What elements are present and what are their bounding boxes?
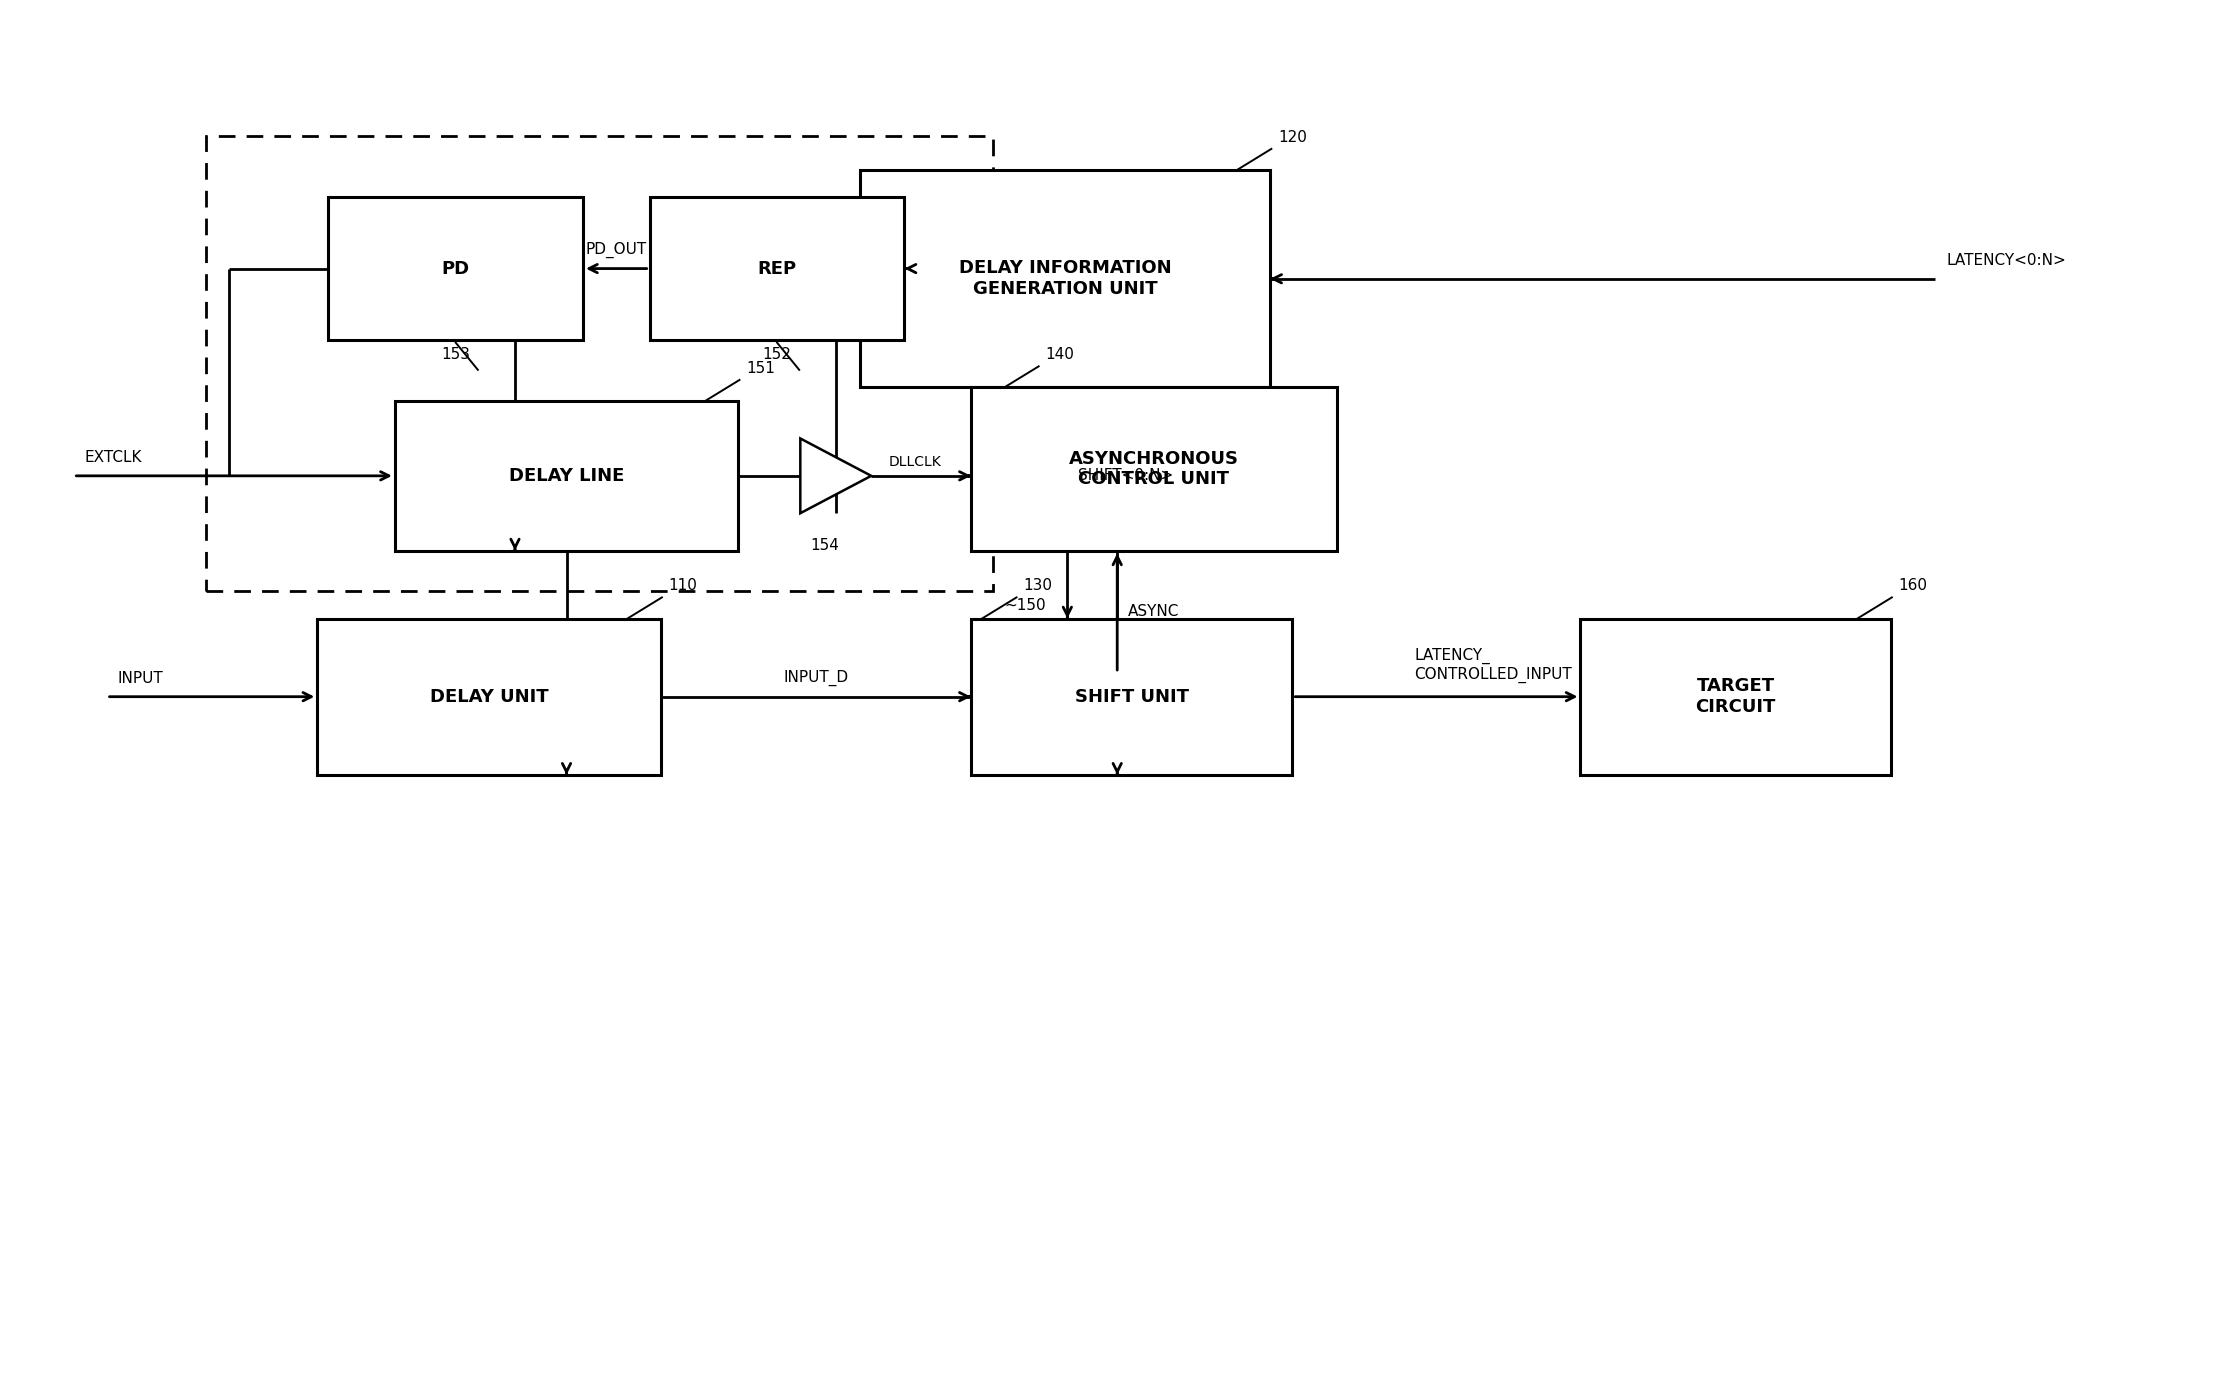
Text: INPUT_D: INPUT_D	[783, 670, 847, 686]
Text: EXTCLK: EXTCLK	[85, 450, 143, 465]
Text: DLLCLK: DLLCLK	[890, 454, 941, 470]
FancyBboxPatch shape	[317, 619, 660, 774]
Text: REP: REP	[758, 259, 796, 277]
Text: INPUT: INPUT	[118, 671, 163, 686]
Text: ASYNCHRONOUS
CONTROL UNIT: ASYNCHRONOUS CONTROL UNIT	[1068, 449, 1240, 489]
Text: 151: 151	[747, 361, 776, 376]
Text: ASYNC: ASYNC	[1128, 604, 1180, 619]
Text: 120: 120	[1278, 130, 1307, 144]
Text: LATENCY<0:N>: LATENCY<0:N>	[1947, 253, 2065, 268]
Text: 140: 140	[1046, 347, 1075, 362]
Text: SHIFT UNIT: SHIFT UNIT	[1075, 688, 1189, 706]
Text: DELAY UNIT: DELAY UNIT	[430, 688, 549, 706]
FancyBboxPatch shape	[395, 401, 738, 551]
Polygon shape	[801, 438, 872, 514]
FancyBboxPatch shape	[1581, 619, 1891, 774]
Text: PD: PD	[442, 259, 471, 277]
Text: 130: 130	[1024, 578, 1053, 593]
FancyBboxPatch shape	[970, 619, 1293, 774]
Text: PD_OUT: PD_OUT	[586, 242, 647, 258]
Text: 154: 154	[809, 538, 838, 553]
Text: ~150: ~150	[1004, 599, 1046, 614]
Text: LATENCY_
CONTROLLED_INPUT: LATENCY_ CONTROLLED_INPUT	[1414, 648, 1572, 684]
Text: DELAY LINE: DELAY LINE	[508, 467, 624, 485]
Text: 152: 152	[763, 347, 792, 361]
FancyBboxPatch shape	[970, 387, 1336, 551]
FancyBboxPatch shape	[649, 198, 905, 341]
Text: 110: 110	[669, 578, 698, 593]
FancyBboxPatch shape	[207, 136, 992, 592]
Text: TARGET
CIRCUIT: TARGET CIRCUIT	[1695, 677, 1775, 717]
FancyBboxPatch shape	[328, 198, 582, 341]
Text: DELAY INFORMATION
GENERATION UNIT: DELAY INFORMATION GENERATION UNIT	[959, 259, 1171, 298]
Text: 153: 153	[442, 347, 471, 361]
Text: SHIFT<0:N>: SHIFT<0:N>	[1079, 468, 1173, 483]
Text: 160: 160	[1898, 578, 1927, 593]
FancyBboxPatch shape	[861, 170, 1271, 387]
